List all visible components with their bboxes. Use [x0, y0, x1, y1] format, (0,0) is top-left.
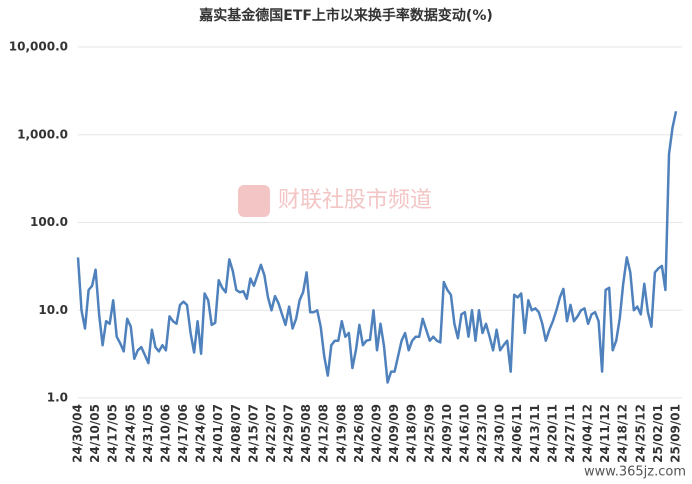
- x-tick-label: 24/22/07: [264, 404, 278, 463]
- x-tick-label: 24/02/09: [370, 404, 384, 463]
- watermark: 财联社股市频道: [278, 188, 432, 213]
- x-tick-label: 24/24/06: [194, 404, 208, 463]
- x-tick-label: 24/06/11: [510, 404, 524, 463]
- x-tick-label: 24/30/10: [493, 404, 507, 463]
- x-tick-label: 24/11/12: [598, 404, 612, 463]
- x-tick-label: 24/18/09: [405, 404, 419, 463]
- x-tick-label: 24/05/08: [299, 404, 313, 463]
- x-tick-label: 25/09/01: [669, 404, 683, 463]
- x-tick-label: 24/23/10: [475, 404, 489, 463]
- x-tick-label: 24/10/05: [88, 404, 102, 463]
- line: [76, 111, 678, 384]
- x-tick-label: 24/29/07: [282, 404, 296, 463]
- x-tick-label: 24/27/11: [563, 404, 577, 463]
- x-tick-label: 24/13/11: [528, 404, 542, 463]
- x-tick-label: 25/02/01: [651, 404, 665, 463]
- x-tick-label: 24/04/12: [581, 404, 595, 463]
- site-mark: www.365jz.com: [584, 465, 686, 480]
- x-tick-label: 24/25/09: [422, 404, 436, 463]
- y-tick-label: 1.0: [47, 391, 68, 405]
- watermark-logo: [238, 185, 270, 217]
- x-tick-label: 24/08/07: [229, 404, 243, 463]
- y-tick-label: 10,000.0: [9, 40, 68, 54]
- x-tick-label: 24/01/07: [211, 404, 225, 463]
- x-tick-label: 24/15/07: [246, 404, 260, 463]
- x-tick-label: 24/20/11: [545, 404, 559, 463]
- x-tick-label: 24/16/10: [457, 404, 471, 463]
- x-tick-label: 24/10/06: [158, 404, 172, 463]
- x-tick-label: 24/18/12: [616, 404, 630, 463]
- y-tick-label: 1,000.0: [17, 127, 68, 141]
- x-tick-label: 24/25/12: [633, 404, 647, 463]
- x-tick-label: 24/09/09: [387, 404, 401, 463]
- x-tick-label: 24/09/10: [440, 404, 454, 463]
- x-tick-label: 24/24/05: [123, 404, 137, 463]
- x-tick-label: 24/17/05: [106, 404, 120, 463]
- x-tick-label: 24/26/08: [352, 404, 366, 463]
- y-tick-label: 10.0: [38, 303, 68, 317]
- x-tick-label: 24/19/08: [334, 404, 348, 463]
- chart-title: 嘉实基金德国ETF上市以来换手率数据变动(%): [198, 7, 493, 24]
- y-tick-label: 100.0: [30, 215, 68, 229]
- x-tick-label: 24/12/08: [317, 404, 331, 463]
- x-tick-label: 24/17/06: [176, 404, 190, 463]
- x-tick-label: 24/30/04: [71, 404, 85, 463]
- x-tick-label: 24/31/05: [141, 404, 155, 463]
